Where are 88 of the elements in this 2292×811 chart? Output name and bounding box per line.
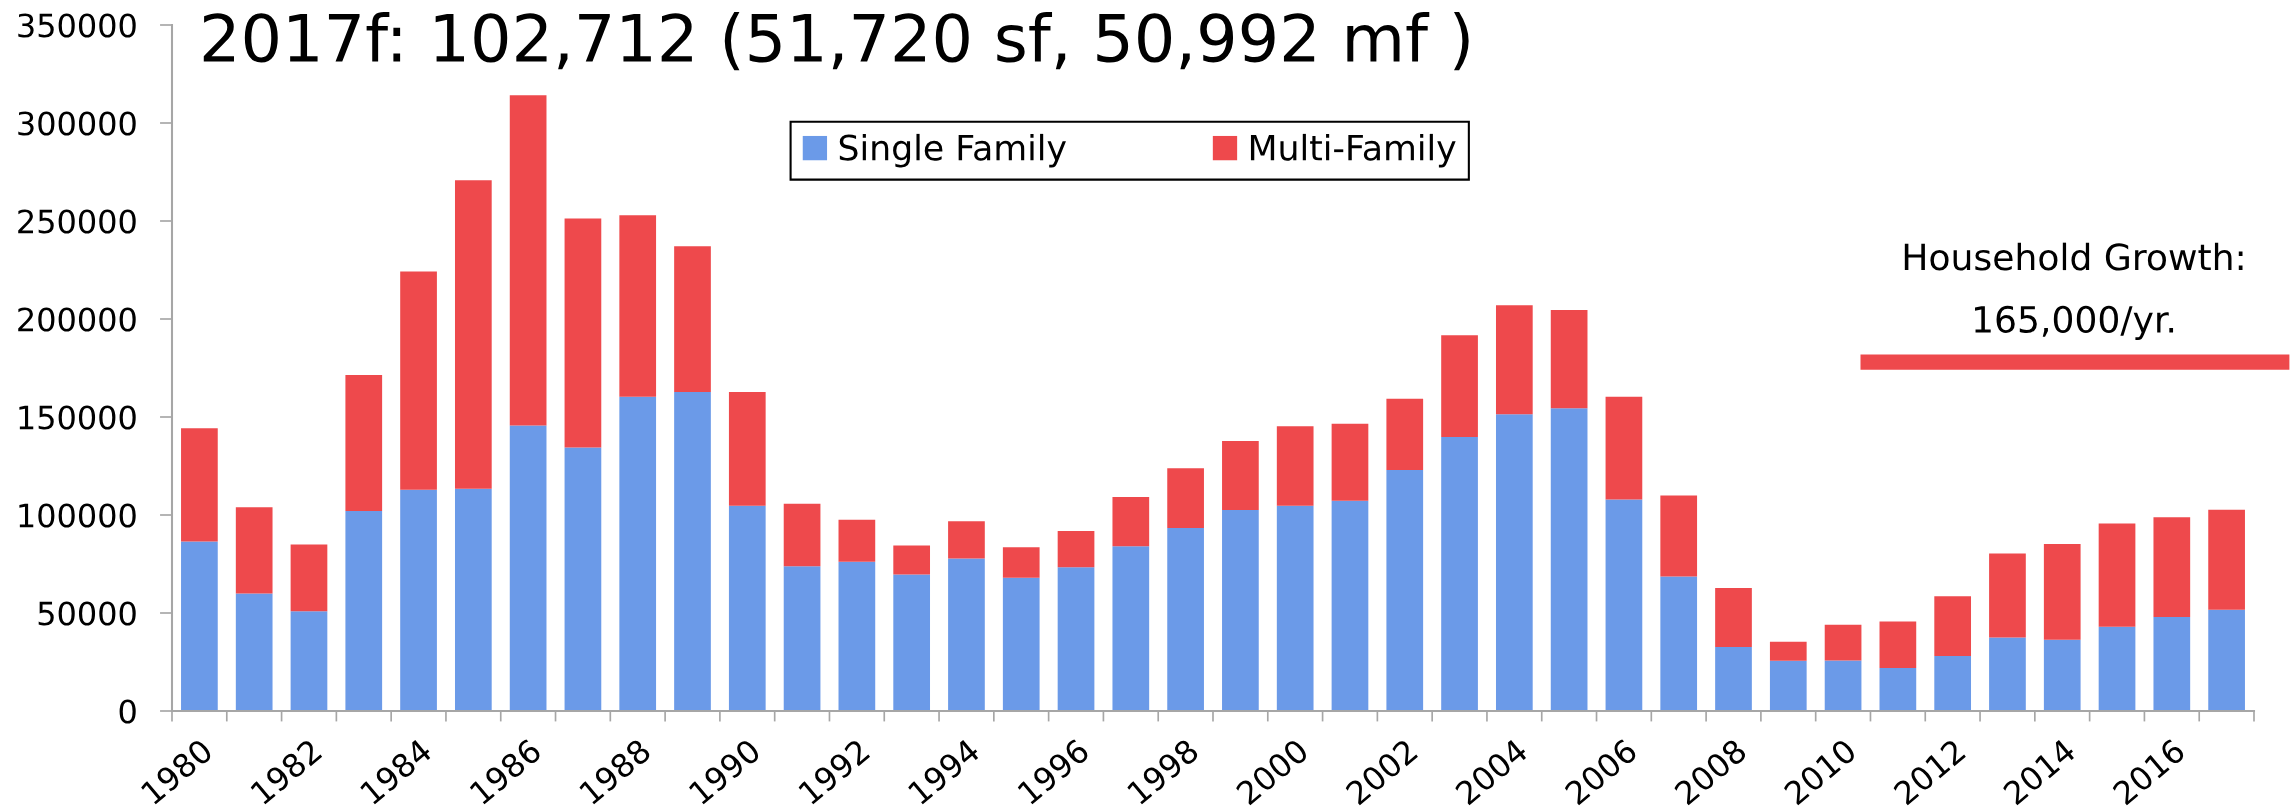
bar	[1715, 646, 1752, 711]
bar	[619, 396, 657, 711]
bar	[345, 375, 383, 512]
bar	[290, 611, 328, 711]
bar	[728, 505, 766, 711]
bar	[1276, 426, 1314, 506]
bar	[1386, 398, 1424, 471]
bar	[235, 507, 273, 594]
bar	[345, 511, 383, 711]
bar	[181, 541, 218, 711]
bar	[948, 558, 985, 711]
bar	[1934, 596, 1972, 657]
bar	[1002, 547, 1040, 578]
bar	[2098, 523, 2136, 627]
bar	[1331, 423, 1369, 501]
bar	[1386, 470, 1424, 711]
bar	[1276, 505, 1314, 711]
bar	[181, 428, 218, 542]
bar	[235, 593, 273, 711]
bar	[1769, 641, 1807, 661]
bar	[838, 561, 876, 711]
bar	[2208, 509, 2245, 610]
bar	[1660, 576, 1698, 711]
bar	[564, 218, 602, 448]
bar	[1495, 305, 1533, 415]
y-tick-label: 200000	[18, 307, 136, 332]
bar	[674, 392, 711, 711]
bar	[400, 271, 437, 490]
annotation: Household Growth: 165,000/yr.	[1904, 242, 2243, 340]
bar	[1057, 567, 1095, 711]
bar	[1879, 668, 1917, 711]
bar	[509, 95, 547, 426]
bar	[564, 447, 602, 711]
bar	[509, 425, 547, 711]
bar	[1605, 396, 1643, 500]
bar	[783, 566, 821, 711]
bar	[728, 392, 766, 506]
y-tick-label: 300000	[18, 111, 136, 136]
bar	[1222, 441, 1259, 510]
bar	[2098, 626, 2136, 711]
bar	[1550, 309, 1588, 409]
y-tick-label: 150000	[19, 405, 136, 430]
bar	[1441, 335, 1478, 437]
bar	[783, 503, 821, 567]
bar	[1824, 624, 1862, 661]
legend-label: Single Family	[839, 133, 1066, 168]
bar	[400, 489, 437, 711]
bar	[2043, 639, 2081, 711]
legend-label: Multi-Family	[1250, 133, 1456, 168]
bar	[2043, 544, 2081, 640]
bar	[1715, 587, 1752, 647]
bar	[1222, 509, 1259, 711]
bar	[1605, 499, 1643, 711]
bar	[2153, 616, 2191, 711]
bar	[1989, 553, 2026, 638]
y-tick-label: 350000	[18, 13, 136, 38]
bar	[2208, 609, 2245, 711]
bar	[1879, 621, 1917, 669]
bar	[1331, 500, 1369, 711]
bar	[893, 574, 931, 711]
y-tick-label: 250000	[18, 209, 136, 234]
bar	[1989, 637, 2026, 711]
bar	[1167, 527, 1204, 711]
bar	[1660, 495, 1698, 577]
y-tick-label: 100000	[19, 503, 136, 528]
bar	[619, 215, 657, 397]
bar	[1934, 656, 1972, 711]
bar	[290, 544, 328, 612]
bar	[1057, 531, 1095, 568]
bar	[454, 488, 492, 711]
bar	[1550, 408, 1588, 711]
bar	[1112, 546, 1150, 711]
bar	[838, 519, 876, 562]
y-tick-label: 0	[119, 699, 136, 724]
bar	[2153, 517, 2191, 617]
bar	[948, 521, 985, 559]
bar	[1002, 577, 1040, 711]
bar	[1495, 414, 1533, 711]
bar	[1769, 660, 1807, 711]
bar	[674, 246, 711, 393]
bar	[1824, 660, 1862, 711]
bar	[1441, 436, 1478, 711]
chart-title: 2017f: 102,712 (51,720 sf, 50,992 mf )	[203, 12, 1469, 71]
bar	[893, 545, 931, 575]
bar	[454, 180, 492, 489]
bar	[1112, 496, 1150, 547]
bar	[1167, 468, 1204, 528]
y-tick-label: 50000	[38, 601, 136, 626]
